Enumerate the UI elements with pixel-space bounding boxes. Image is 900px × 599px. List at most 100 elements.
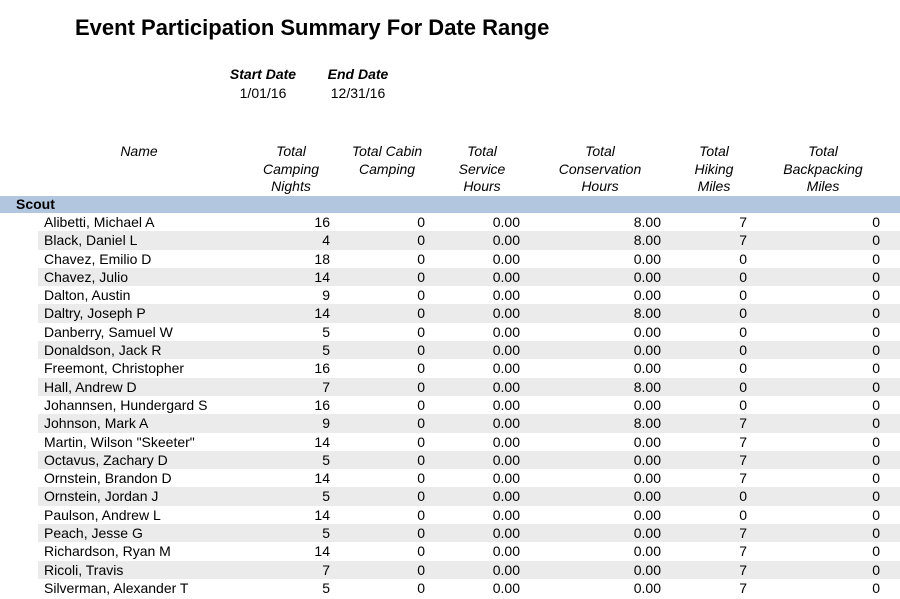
row-indent bbox=[0, 560, 38, 579]
cell-backpacking-miles: 0 bbox=[872, 305, 880, 322]
cell-service-hours: 0.00 bbox=[492, 525, 520, 542]
cell-camping-nights: 14 bbox=[314, 506, 330, 523]
cell-cabin-camping: 0 bbox=[417, 451, 425, 468]
cell-name: Black, Daniel L bbox=[44, 232, 138, 249]
cell-name: Freemont, Christopher bbox=[44, 360, 185, 377]
cell-conservation-hours: 0.00 bbox=[633, 360, 661, 377]
cell-camping-nights: 16 bbox=[314, 396, 330, 413]
cell-camping-nights: 18 bbox=[314, 250, 330, 267]
cell-cabin-camping: 0 bbox=[417, 470, 425, 487]
table-row: Chavez, Emilio D 18 0 0.00 0.00 0 0 bbox=[0, 250, 900, 268]
cell-backpacking-miles: 0 bbox=[872, 342, 880, 359]
cell-backpacking-miles: 0 bbox=[872, 488, 880, 505]
table-row: Dalton, Austin 9 0 0.00 0.00 0 0 bbox=[0, 286, 900, 304]
cell-service-hours: 0.00 bbox=[492, 250, 520, 267]
cell-camping-nights: 14 bbox=[314, 305, 330, 322]
table-row: Ricoli, Travis 7 0 0.00 0.00 7 0 bbox=[0, 560, 900, 579]
cell-camping-nights: 7 bbox=[322, 561, 330, 578]
cell-conservation-hours: 0.00 bbox=[633, 433, 661, 450]
cell-hiking-miles: 0 bbox=[739, 378, 747, 395]
cell-cabin-camping: 0 bbox=[417, 415, 425, 432]
cell-camping-nights: 9 bbox=[322, 287, 330, 304]
cell-cabin-camping: 0 bbox=[417, 506, 425, 523]
cell-backpacking-miles: 0 bbox=[872, 561, 880, 578]
end-date-label: End Date bbox=[327, 66, 389, 82]
cell-service-hours: 0.00 bbox=[492, 470, 520, 487]
cell-cabin-camping: 0 bbox=[417, 488, 425, 505]
row-indent bbox=[0, 267, 38, 287]
cell-service-hours: 0.00 bbox=[492, 433, 520, 450]
cell-hiking-miles: 0 bbox=[739, 250, 747, 267]
cell-cabin-camping: 0 bbox=[417, 525, 425, 542]
group-label: Scout bbox=[16, 196, 55, 212]
cell-backpacking-miles: 0 bbox=[872, 360, 880, 377]
cell-name: Johannsen, Hundergard S bbox=[44, 396, 208, 413]
cell-cabin-camping: 0 bbox=[417, 342, 425, 359]
cell-name: Danberry, Samuel W bbox=[44, 323, 173, 340]
cell-conservation-hours: 0.00 bbox=[633, 396, 661, 413]
cell-backpacking-miles: 0 bbox=[872, 287, 880, 304]
cell-cabin-camping: 0 bbox=[417, 561, 425, 578]
cell-camping-nights: 5 bbox=[322, 451, 330, 468]
row-indent bbox=[0, 341, 38, 360]
cell-cabin-camping: 0 bbox=[417, 305, 425, 322]
cell-camping-nights: 5 bbox=[322, 488, 330, 505]
cell-hiking-miles: 0 bbox=[739, 287, 747, 304]
cell-conservation-hours: 0.00 bbox=[633, 543, 661, 560]
cell-service-hours: 0.00 bbox=[492, 342, 520, 359]
cell-hiking-miles: 7 bbox=[739, 579, 747, 596]
cell-hiking-miles: 7 bbox=[739, 561, 747, 578]
cell-conservation-hours: 0.00 bbox=[633, 506, 661, 523]
cell-cabin-camping: 0 bbox=[417, 268, 425, 285]
cell-name: Ornstein, Jordan J bbox=[44, 488, 159, 505]
cell-hiking-miles: 0 bbox=[739, 360, 747, 377]
table-row: Black, Daniel L 4 0 0.00 8.00 7 0 bbox=[0, 231, 900, 250]
cell-hiking-miles: 7 bbox=[739, 543, 747, 560]
cell-cabin-camping: 0 bbox=[417, 378, 425, 395]
cell-backpacking-miles: 0 bbox=[872, 433, 880, 450]
table-row: Peach, Jesse G 5 0 0.00 0.00 7 0 bbox=[0, 524, 900, 543]
row-indent bbox=[0, 414, 38, 433]
start-date-block: Start Date 1/01/16 bbox=[226, 66, 300, 101]
cell-hiking-miles: 7 bbox=[739, 525, 747, 542]
cell-camping-nights: 4 bbox=[322, 232, 330, 249]
table-row: Paulson, Andrew L 14 0 0.00 0.00 0 0 bbox=[0, 506, 900, 524]
table-row: Richardson, Ryan M 14 0 0.00 0.00 7 0 bbox=[0, 542, 900, 560]
cell-backpacking-miles: 0 bbox=[872, 415, 880, 432]
cell-conservation-hours: 0.00 bbox=[633, 525, 661, 542]
cell-backpacking-miles: 0 bbox=[872, 396, 880, 413]
cell-name: Hall, Andrew D bbox=[44, 378, 137, 395]
cell-hiking-miles: 0 bbox=[739, 396, 747, 413]
cell-service-hours: 0.00 bbox=[492, 561, 520, 578]
cell-hiking-miles: 0 bbox=[739, 506, 747, 523]
cell-hiking-miles: 7 bbox=[739, 470, 747, 487]
cell-name: Silverman, Alexander T bbox=[44, 579, 189, 596]
cell-cabin-camping: 0 bbox=[417, 433, 425, 450]
cell-hiking-miles: 0 bbox=[739, 268, 747, 285]
cell-backpacking-miles: 0 bbox=[872, 250, 880, 267]
cell-hiking-miles: 7 bbox=[739, 415, 747, 432]
start-date-value: 1/01/16 bbox=[239, 85, 287, 101]
cell-conservation-hours: 0.00 bbox=[633, 287, 661, 304]
cell-service-hours: 0.00 bbox=[492, 287, 520, 304]
table-row: Chavez, Julio 14 0 0.00 0.00 0 0 bbox=[0, 267, 900, 287]
cell-backpacking-miles: 0 bbox=[872, 214, 880, 230]
cell-cabin-camping: 0 bbox=[417, 323, 425, 340]
cell-cabin-camping: 0 bbox=[417, 579, 425, 596]
column-header-service-hours: Total Service Hours bbox=[458, 143, 506, 194]
column-header-backpacking-miles: Total Backpacking Miles bbox=[783, 143, 863, 194]
cell-name: Johnson, Mark A bbox=[44, 415, 149, 432]
cell-conservation-hours: 8.00 bbox=[633, 378, 661, 395]
cell-service-hours: 0.00 bbox=[492, 451, 520, 468]
cell-conservation-hours: 0.00 bbox=[633, 561, 661, 578]
cell-backpacking-miles: 0 bbox=[872, 470, 880, 487]
report-title: Event Participation Summary For Date Ran… bbox=[75, 15, 550, 40]
cell-hiking-miles: 7 bbox=[739, 232, 747, 249]
cell-service-hours: 0.00 bbox=[492, 415, 520, 432]
cell-name: Alibetti, Michael A bbox=[44, 214, 155, 230]
cell-conservation-hours: 8.00 bbox=[633, 415, 661, 432]
cell-backpacking-miles: 0 bbox=[872, 378, 880, 395]
column-header-camping-nights: Total Camping Nights bbox=[262, 143, 320, 194]
row-indent bbox=[0, 304, 38, 323]
